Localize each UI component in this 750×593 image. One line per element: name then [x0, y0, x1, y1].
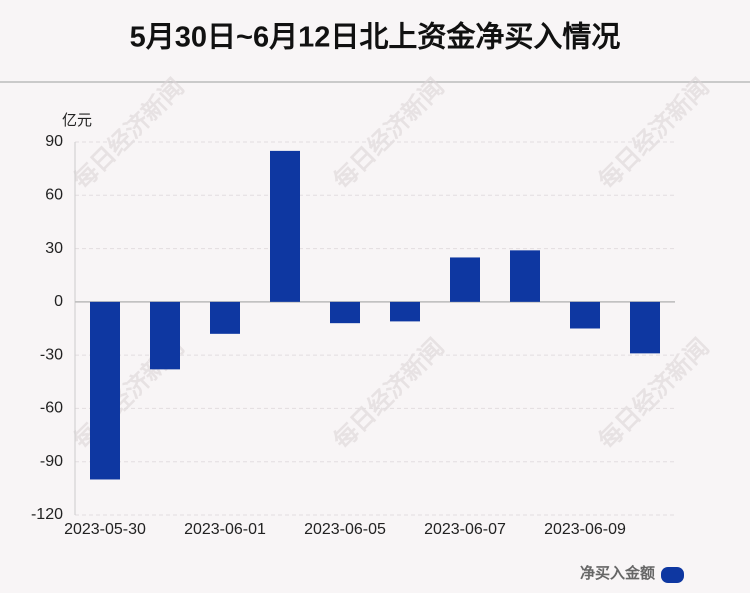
y-tick-label: -120 — [31, 506, 63, 523]
bar — [150, 301, 180, 370]
y-unit: 亿元 — [62, 112, 92, 129]
y-tick-label: 0 — [54, 293, 63, 310]
legend-swatch — [661, 567, 684, 583]
y-tick-label: 90 — [45, 133, 63, 150]
x-tick-label: 2023-05-30 — [64, 521, 146, 538]
y-tick-label: -90 — [40, 453, 63, 470]
bar — [570, 301, 600, 329]
y-tick-label: 60 — [45, 187, 63, 204]
y-tick-label: -60 — [40, 400, 63, 417]
legend-label: 净买入金额 — [580, 564, 655, 582]
chart-title: 5月30日~6月12日北上资金净买入情况 — [130, 20, 621, 54]
x-tick-label: 2023-06-07 — [424, 521, 506, 538]
bar — [450, 257, 480, 302]
bar — [390, 301, 420, 322]
bar — [510, 250, 540, 302]
bar — [210, 301, 240, 334]
y-tick-label: -30 — [40, 346, 63, 363]
x-tick-label: 2023-06-09 — [544, 521, 626, 538]
y-tick-label: 30 — [45, 240, 63, 257]
bar — [630, 301, 660, 354]
bar — [270, 150, 300, 302]
x-tick-label: 2023-06-01 — [184, 521, 266, 538]
x-tick-label: 2023-06-05 — [304, 521, 386, 538]
bar — [330, 301, 360, 324]
bar — [90, 301, 120, 480]
